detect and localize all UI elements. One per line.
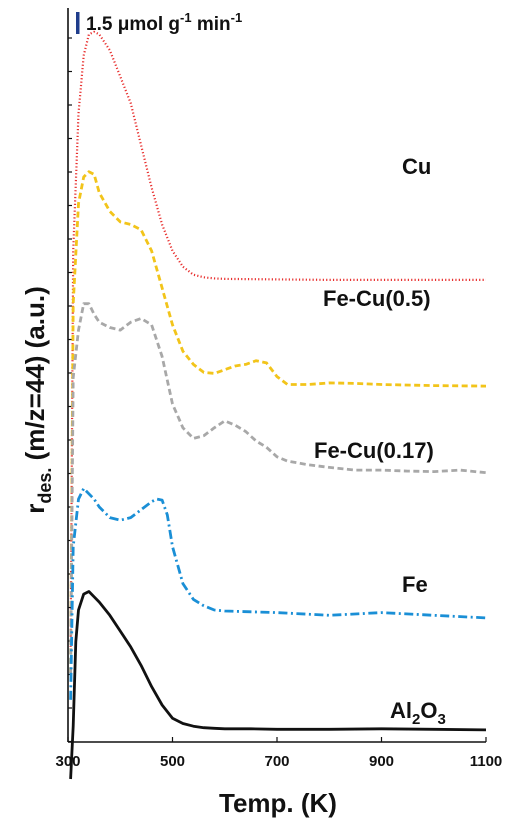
x-tick-label: 300 xyxy=(55,753,80,770)
series-line-cu xyxy=(69,30,486,647)
scale-bar-sup1: -1 xyxy=(180,10,192,25)
scale-bar-value: 1.5 μmol g xyxy=(86,14,180,35)
y-axis-title-rest: (m/z=44) (a.u.) xyxy=(20,286,50,467)
series-line-fe-cu-0-5 xyxy=(69,170,487,674)
series-labels: Cu Fe-Cu(0.5) Fe-Cu(0.17) Fe Al2O3 xyxy=(314,154,446,728)
scale-bar-mark xyxy=(76,12,80,34)
x-tick-label: 500 xyxy=(160,753,185,770)
scale-bar: 1.5 μmol g-1 min-1 xyxy=(76,10,242,35)
scale-bar-label: 1.5 μmol g-1 min-1 xyxy=(86,10,242,35)
series-line-fe xyxy=(69,487,487,700)
y-axis-title-sub: des. xyxy=(35,468,55,504)
x-tick-labels: 300 500 700 900 1100 xyxy=(55,753,502,770)
series-label-fe-cu-0-5: Fe-Cu(0.5) xyxy=(323,286,431,311)
series-label-fe-cu-0-17: Fe-Cu(0.17) xyxy=(314,438,434,463)
series-line-al2o3 xyxy=(69,590,487,780)
y-axis-title-main: r xyxy=(20,504,50,514)
x-axis-title: Temp. (K) xyxy=(219,788,337,818)
series-lines xyxy=(69,30,487,780)
y-axis-title: rdes. (m/z=44) (a.u.) xyxy=(20,286,55,513)
series-label-al2o3: Al2O3 xyxy=(390,698,446,728)
series-label-fe: Fe xyxy=(402,572,428,597)
series-label-cu: Cu xyxy=(402,154,431,179)
scale-bar-sup2: -1 xyxy=(231,10,243,25)
series-line-fe-cu-0-17 xyxy=(69,302,487,674)
x-tick-label: 700 xyxy=(264,753,289,770)
x-tick-label: 1100 xyxy=(470,753,503,770)
x-tick-label: 900 xyxy=(369,753,394,770)
scale-bar-mid: min xyxy=(192,14,231,35)
axes xyxy=(67,8,487,743)
